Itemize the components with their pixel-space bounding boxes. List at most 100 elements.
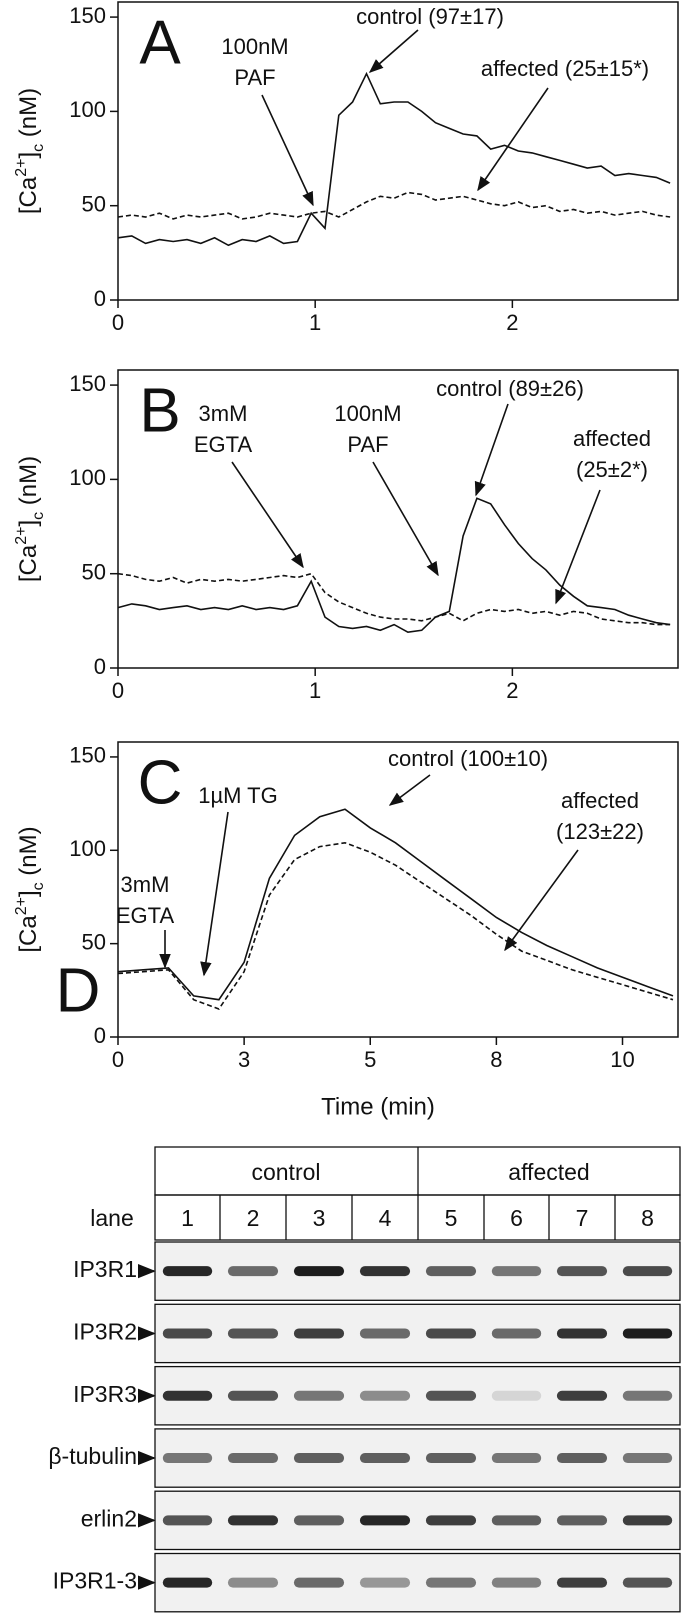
x-tick-label: 2 bbox=[506, 678, 518, 703]
annotation-arrow bbox=[474, 403, 509, 497]
blot-band bbox=[622, 1577, 673, 1588]
annotation: control (100±10) bbox=[388, 746, 548, 771]
blot-band bbox=[359, 1390, 411, 1401]
y-tick-label: 0 bbox=[94, 286, 106, 311]
x-tick-label: 10 bbox=[610, 1047, 634, 1072]
blot-band bbox=[556, 1515, 608, 1526]
blot-band bbox=[359, 1577, 411, 1588]
lane-number: 3 bbox=[313, 1205, 326, 1231]
blot-band bbox=[227, 1266, 279, 1277]
y-tick-label: 100 bbox=[69, 836, 106, 861]
annotation: 100nM bbox=[221, 34, 288, 59]
annotation-arrow bbox=[555, 489, 601, 605]
y-tick-label: 50 bbox=[82, 192, 106, 217]
y-axis-label-part: ] bbox=[15, 890, 42, 897]
y-axis-label-part: (nM) bbox=[15, 88, 42, 144]
annotation: affected (25±15*) bbox=[481, 56, 649, 81]
blot-band bbox=[293, 1515, 345, 1526]
y-axis-label: [Ca2+]c (nM) bbox=[13, 88, 47, 214]
annotation: 3mM bbox=[199, 401, 248, 426]
annotation-arrow bbox=[231, 461, 304, 569]
x-tick-label: 8 bbox=[490, 1047, 502, 1072]
blot-band bbox=[227, 1515, 279, 1526]
y-axis-label: [Ca2+]c (nM) bbox=[13, 826, 47, 952]
annotation: affected bbox=[573, 426, 651, 451]
data-line bbox=[117, 841, 674, 1010]
blot-band bbox=[293, 1577, 345, 1588]
lane-number: 6 bbox=[510, 1205, 523, 1231]
x-axis-label: Time (min) bbox=[321, 1093, 435, 1120]
y-tick-label: 50 bbox=[82, 929, 106, 954]
annotation: PAF bbox=[347, 432, 388, 457]
data-line bbox=[117, 191, 671, 220]
x-tick-label: 5 bbox=[364, 1047, 376, 1072]
y-axis-label-part: (nM) bbox=[15, 456, 42, 512]
plot-frame bbox=[117, 741, 679, 1038]
panel-label: A bbox=[139, 8, 181, 77]
blot-band bbox=[425, 1453, 477, 1464]
blot-band bbox=[556, 1328, 608, 1339]
y-axis-label-part: c bbox=[30, 144, 47, 152]
y-axis-label-part: [Ca bbox=[15, 915, 42, 953]
blot-band bbox=[359, 1266, 411, 1277]
blot-band bbox=[227, 1328, 279, 1339]
lane-label: lane bbox=[90, 1205, 133, 1231]
y-axis-label-part: [Ca bbox=[15, 544, 42, 582]
blot-band bbox=[425, 1577, 477, 1588]
blot-band bbox=[359, 1453, 411, 1464]
blot-band bbox=[162, 1266, 213, 1277]
annotation-arrow bbox=[388, 774, 431, 806]
y-tick-label: 100 bbox=[69, 97, 106, 122]
y-axis-label-part: (nM) bbox=[15, 826, 42, 882]
blot-band bbox=[162, 1453, 213, 1464]
lane-number: 4 bbox=[379, 1205, 392, 1231]
data-line bbox=[117, 808, 674, 1001]
blot-band bbox=[556, 1390, 608, 1401]
blot-band bbox=[491, 1453, 542, 1464]
blot-band bbox=[556, 1266, 608, 1277]
blot-band bbox=[162, 1328, 213, 1339]
blot-band bbox=[622, 1266, 673, 1277]
x-tick-label: 3 bbox=[238, 1047, 250, 1072]
x-tick-label: 0 bbox=[112, 1047, 124, 1072]
lane-number: 5 bbox=[445, 1205, 458, 1231]
blot-band bbox=[622, 1515, 673, 1526]
y-axis-label: [Ca2+]c (nM) bbox=[13, 456, 47, 582]
annotation: EGTA bbox=[194, 432, 253, 457]
blot-band bbox=[425, 1328, 477, 1339]
x-tick-label: 1 bbox=[309, 678, 321, 703]
annotation-arrow bbox=[477, 87, 549, 192]
y-tick-label: 0 bbox=[94, 1023, 106, 1048]
row-label: IP3R2 bbox=[73, 1319, 137, 1345]
blot-band bbox=[359, 1328, 411, 1339]
blot-band bbox=[622, 1390, 673, 1401]
y-axis-label-part: c bbox=[30, 512, 47, 520]
plot-frame bbox=[117, 369, 679, 669]
y-axis-label-part: ] bbox=[15, 520, 42, 527]
row-label: IP3R3 bbox=[73, 1381, 137, 1407]
annotation: control (97±17) bbox=[356, 4, 504, 29]
y-tick-label: 50 bbox=[82, 560, 106, 585]
annotation-arrow bbox=[372, 461, 439, 577]
panel-label: B bbox=[139, 376, 180, 445]
annotation: 1µM TG bbox=[198, 783, 278, 808]
y-tick-label: 150 bbox=[69, 3, 106, 28]
x-tick-label: 0 bbox=[112, 678, 124, 703]
blot-band bbox=[425, 1266, 477, 1277]
row-label: erlin2 bbox=[81, 1505, 137, 1531]
blot-band bbox=[491, 1390, 542, 1401]
panel-label: D bbox=[56, 956, 101, 1025]
x-tick-label: 2 bbox=[506, 310, 518, 335]
blot-band bbox=[162, 1515, 213, 1526]
blot-band bbox=[491, 1515, 542, 1526]
y-tick-label: 0 bbox=[94, 654, 106, 679]
lane-number: 7 bbox=[576, 1205, 589, 1231]
y-axis-label-part: ] bbox=[15, 152, 42, 159]
x-tick-label: 1 bbox=[309, 310, 321, 335]
blot-band bbox=[227, 1390, 279, 1401]
blot-band bbox=[622, 1328, 673, 1339]
blot-band bbox=[359, 1515, 411, 1526]
blot-band bbox=[227, 1577, 279, 1588]
plot-frame bbox=[117, 1, 679, 301]
blot-band bbox=[491, 1266, 542, 1277]
